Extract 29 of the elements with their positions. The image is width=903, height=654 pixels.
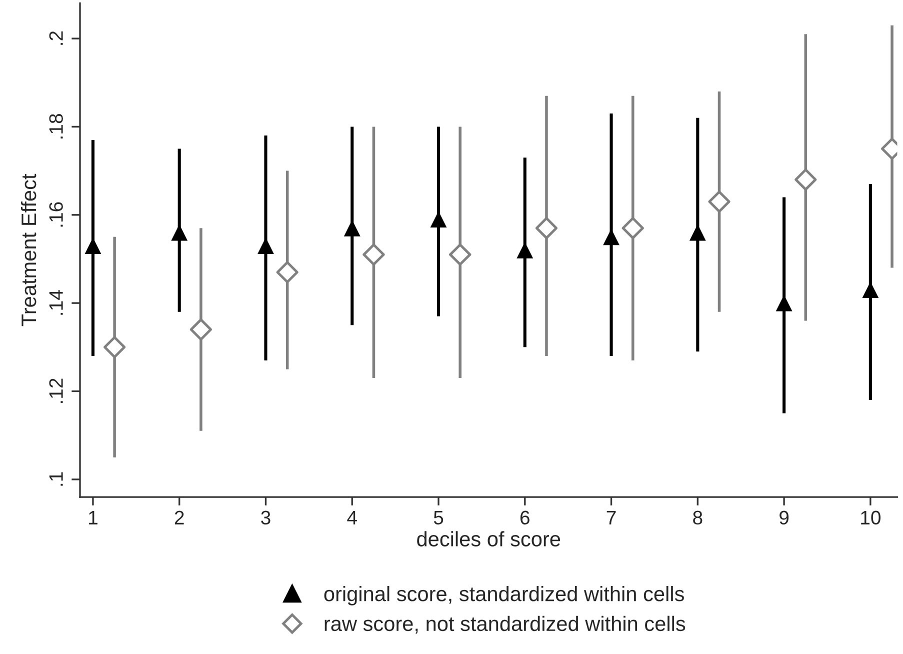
x-tick-label: 10 xyxy=(861,510,880,525)
x-tick-label: 3 xyxy=(261,510,270,525)
point xyxy=(190,318,212,341)
x-axis-title: deciles of score xyxy=(417,531,560,546)
x-tick-label: 1 xyxy=(89,510,98,524)
point xyxy=(449,243,472,266)
point xyxy=(535,217,558,240)
x-tick-label: 7 xyxy=(606,510,616,524)
legend-label: original score, standardized within cells xyxy=(324,586,684,606)
y-axis-title: Treatment Effect xyxy=(20,174,36,326)
point xyxy=(622,217,644,240)
point xyxy=(362,243,385,266)
point xyxy=(103,336,126,358)
point xyxy=(276,261,298,284)
y-tick-label: .14 xyxy=(49,290,63,315)
x-tick-label: 4 xyxy=(347,510,357,524)
x-tick-label: 9 xyxy=(780,510,789,525)
y-tick-label: .18 xyxy=(49,114,63,138)
y-tick-label: .2 xyxy=(49,31,63,45)
x-tick-label: 6 xyxy=(520,510,530,525)
point xyxy=(794,168,817,191)
x-tick-label: 2 xyxy=(174,510,184,524)
x-tick-label: 5 xyxy=(434,510,444,525)
x-tick-label: 8 xyxy=(693,510,702,525)
y-tick-label: .16 xyxy=(49,202,63,227)
y-tick-label: .12 xyxy=(49,378,63,403)
legend-label: raw score, not standardized within cells xyxy=(324,616,686,634)
point xyxy=(708,190,730,213)
y-tick-label: .1 xyxy=(49,472,63,486)
